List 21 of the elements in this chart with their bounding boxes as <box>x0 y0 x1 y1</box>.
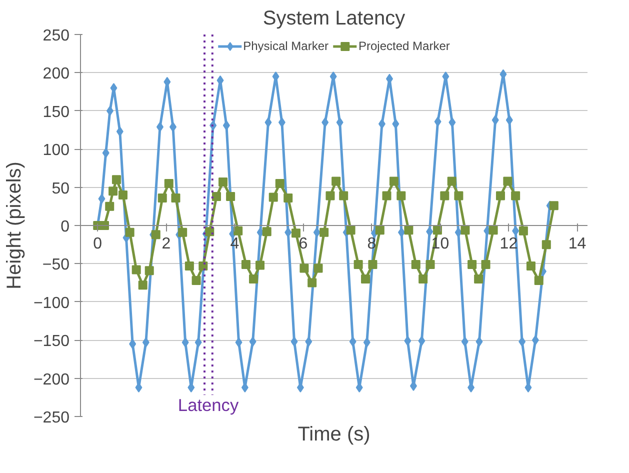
chart-title: System Latency <box>262 8 406 30</box>
y-tick-label: −150 <box>33 333 70 350</box>
x-tick-label: 0 <box>93 236 102 252</box>
annotation: Latency <box>178 395 239 416</box>
y-tick-label: −250 <box>33 410 70 426</box>
x-tick-label: 6 <box>298 236 308 252</box>
legend-label: Projected Marker <box>358 39 450 53</box>
x-axis-title: Time (s) <box>298 424 370 446</box>
y-tick-label: 50 <box>52 180 70 198</box>
legend-label: Physical Marker <box>243 39 328 53</box>
y-tick-label: 150 <box>42 104 70 121</box>
y-tick-label: 200 <box>42 66 70 83</box>
y-tick-label: 100 <box>42 142 70 160</box>
y-tick-label: −200 <box>33 371 70 388</box>
x-tick-label: 2 <box>162 236 171 252</box>
x-tick-label: 14 <box>568 236 586 252</box>
y-axis-title: Height (pixels) <box>3 162 26 290</box>
y-tick-label: −50 <box>42 256 70 274</box>
y-tick-label: −100 <box>33 294 70 312</box>
y-tick-label: 250 <box>42 28 70 44</box>
y-tick-label: 0 <box>60 218 70 236</box>
